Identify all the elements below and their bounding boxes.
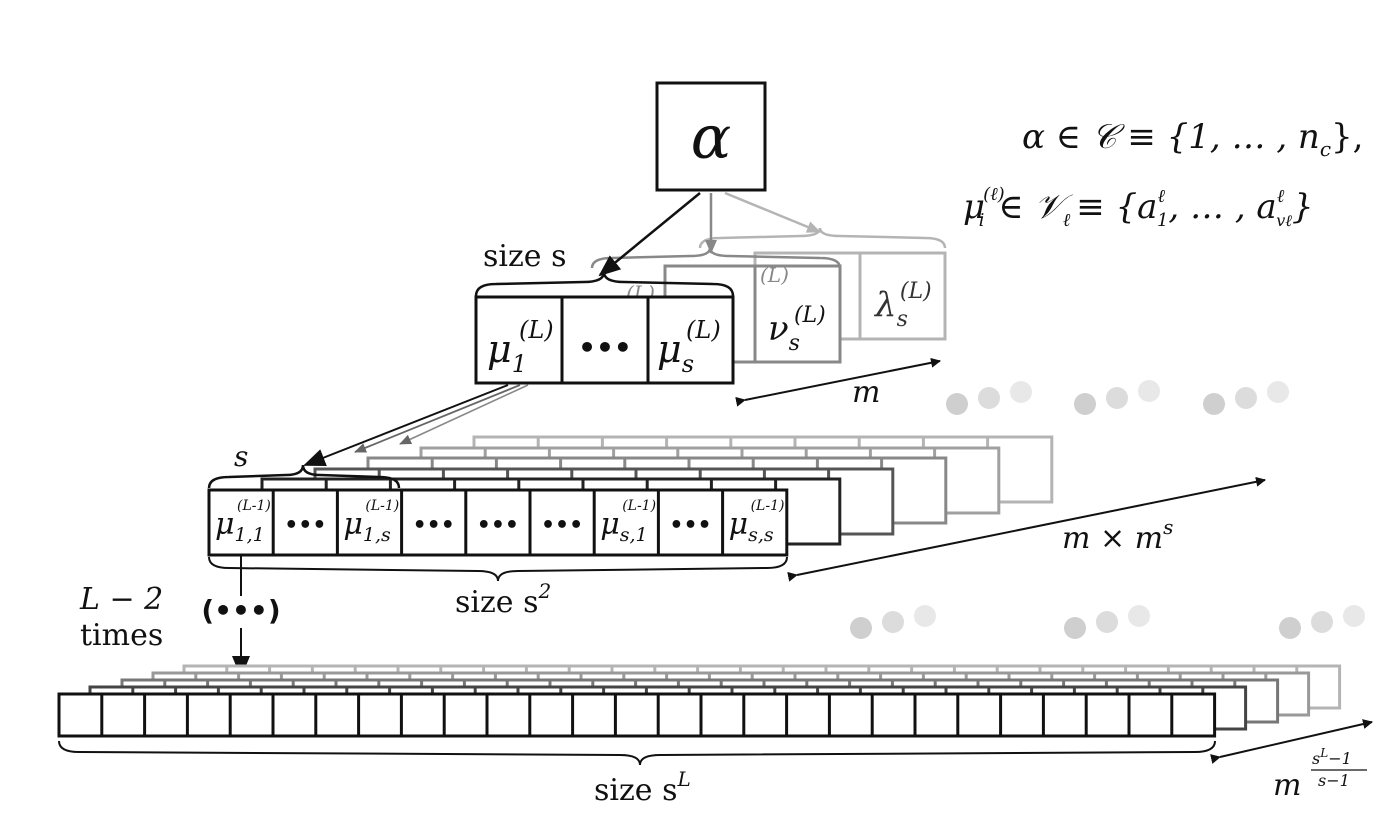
repeat-label-2: times xyxy=(80,618,163,653)
svg-text:(L): (L) xyxy=(760,263,789,287)
level3-count-numerator: sL−1 xyxy=(1312,746,1352,768)
arrow-alpha-to-lambda xyxy=(724,191,821,234)
level3-count-denominator: s−1 xyxy=(1318,771,1350,790)
level2-cell-sup: (L-1) xyxy=(365,498,399,514)
level2-cell-dots: ••• xyxy=(477,513,519,538)
level2-box xyxy=(207,488,789,557)
root-node: α xyxy=(655,81,767,192)
level2-cell-dots: ••• xyxy=(541,513,583,538)
repeat-marker: (•••) xyxy=(201,594,280,627)
level2-front-set: s μ1,1(L-1)••• μ1,s(L-1)••• ••• ••• μs,1(L-1… xyxy=(207,440,789,620)
level2-cell-sup: (L-1) xyxy=(237,498,271,514)
level2-cell-mu: μ1,s xyxy=(343,507,391,546)
level1-brace xyxy=(474,271,735,297)
level2-cell-mu: μ1,1 xyxy=(215,507,265,546)
m-double-arrow xyxy=(735,357,941,407)
root-symbol: α xyxy=(691,103,732,173)
definition-line-1: α ∈ 𝒞 ≡ {1, … , nc}, xyxy=(1022,117,1364,161)
level3-count-base: m xyxy=(1273,768,1301,803)
level1-box xyxy=(474,295,735,385)
level2-s-label: s xyxy=(234,440,248,473)
shadow-label-nu: νs(L) xyxy=(768,303,826,356)
level2-cell-dots: ••• xyxy=(669,513,711,538)
definition-line-2: μ(ℓ) i ∈ 𝒱ℓ ≡ {aℓ 1, … , aℓ vℓ} xyxy=(963,184,1314,231)
root-box xyxy=(655,81,767,192)
level2-cell-dots: ••• xyxy=(284,513,326,538)
level3-front-set xyxy=(57,692,1217,738)
repeat-label-1: L − 2 xyxy=(79,582,163,617)
level2-count-label: m × ms xyxy=(1062,515,1173,556)
level2-cell-sup: (L-1) xyxy=(622,498,656,514)
level2-cell-sup: (L-1) xyxy=(751,498,785,514)
cell-dots: ••• xyxy=(578,331,632,364)
level2-cell-mu: μs,1 xyxy=(600,507,647,546)
ellipsis-dots-row-1 xyxy=(946,380,1289,415)
level1-front-set: size s μ1(L) ••• μs(L) xyxy=(474,239,735,385)
ellipsis-dots-row-2 xyxy=(850,605,1365,639)
level1-size-label: size s xyxy=(483,239,566,274)
level2-cell-dots: ••• xyxy=(413,513,455,538)
shadow-label-lambda: λs(L) xyxy=(873,279,932,332)
level2-size-label: size s2 xyxy=(455,579,551,620)
level3-box xyxy=(57,692,1217,738)
level3-size-label: size sL xyxy=(594,767,691,808)
cell-mu-1: μ1(L) xyxy=(487,316,554,378)
m-label: m xyxy=(852,375,880,410)
arrow-alpha-to-mu xyxy=(598,192,701,277)
cell-mu-s: μs(L) xyxy=(657,316,721,378)
definitions: α ∈ 𝒞 ≡ {1, … , nc}, μ(ℓ) i ∈ 𝒱ℓ ≡ {aℓ 1, … … xyxy=(963,117,1364,231)
level2-cell-mu: μs,s xyxy=(729,507,774,546)
